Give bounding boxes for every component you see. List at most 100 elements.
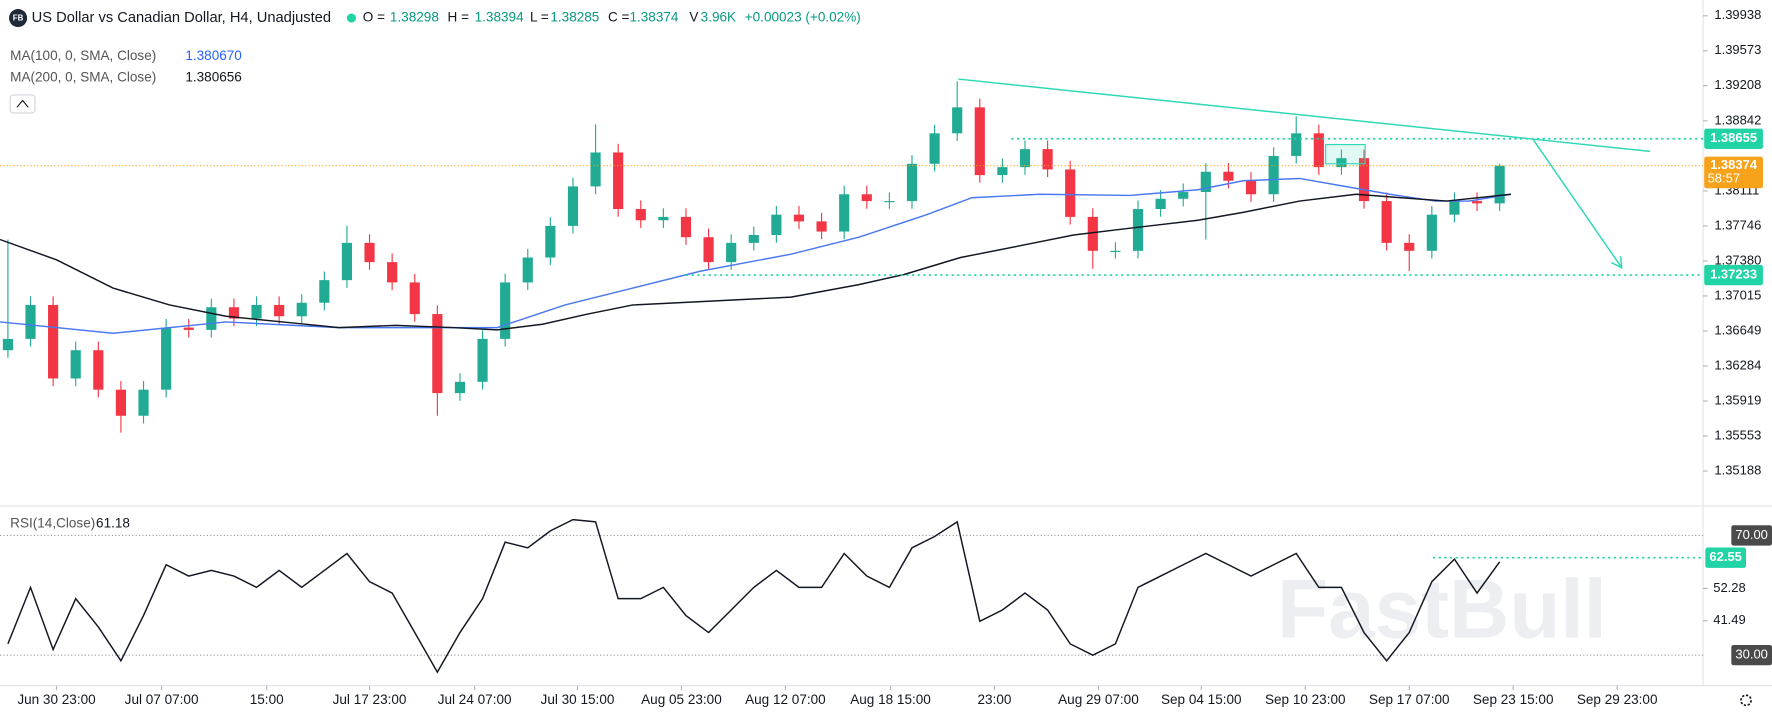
candle-body [1449, 201, 1460, 215]
level-badge [1704, 128, 1763, 149]
level-label: 1.37233 [1710, 267, 1757, 282]
collapse-button[interactable] [9, 94, 36, 114]
candle-body [364, 242, 375, 263]
rsi-level-badge [1731, 525, 1772, 546]
candle-body [590, 152, 601, 187]
candle-body [1042, 149, 1053, 170]
candle-body [545, 225, 556, 258]
candle-body [680, 216, 692, 238]
settings-icon[interactable] [1740, 694, 1752, 707]
candle-body [228, 307, 240, 319]
y-tick-label: 1.39208 [1714, 77, 1761, 92]
candle-body [635, 209, 646, 221]
x-tick-label: Sep 17 07:00 [1369, 692, 1450, 707]
candle-body [771, 214, 782, 235]
level-badge [1704, 264, 1763, 286]
y-tick-label: 1.36649 [1714, 322, 1761, 337]
ohlc-value: 1.38394 [475, 10, 524, 25]
trend-line [958, 78, 1651, 153]
rsi-level-label: 30.00 [1735, 647, 1768, 662]
candle-body [861, 194, 872, 202]
candle-body [567, 186, 579, 226]
candle-body [1087, 216, 1098, 251]
candle-body [703, 237, 714, 263]
volume-value: 3.96K [701, 10, 736, 25]
candle-body [1200, 171, 1211, 193]
rsi-level-badge [1731, 644, 1772, 666]
candle-body [1426, 214, 1437, 251]
candle-body [1110, 250, 1121, 252]
candle-body [477, 338, 488, 382]
arrow-head [1610, 256, 1623, 269]
candle-body [839, 194, 850, 232]
x-tick-label: Sep 29 23:00 [1577, 692, 1658, 707]
candle-body [409, 282, 420, 315]
candle-body [658, 216, 669, 221]
candle-body [274, 304, 285, 317]
x-tick-label: Sep 04 15:00 [1161, 692, 1242, 707]
rsi-level-label: 70.00 [1735, 527, 1768, 542]
rsi-marker-badge [1705, 547, 1747, 568]
candle-body [2, 338, 13, 351]
ohlc-value: 1.38374 [629, 10, 678, 25]
plot-layer: 1.35188 1.35553 1.35919 1.36284 1.36649 1.370… [0, 7, 1761, 707]
candle-body [1155, 198, 1166, 210]
candle-body [1268, 155, 1279, 195]
rsi-value: 61.18 [96, 516, 130, 531]
level-label: 1.38655 [1710, 130, 1757, 145]
candle-body [522, 257, 533, 283]
candle-body [1358, 158, 1370, 202]
x-tick-label: Aug 29 07:00 [1058, 692, 1139, 707]
y-tick-label: 52.28 [1713, 580, 1746, 595]
arrow [1532, 139, 1623, 269]
candle-body [613, 152, 624, 210]
y-tick-label: 1.35919 [1714, 392, 1761, 407]
candle-body [115, 389, 127, 416]
candle-body [319, 280, 330, 303]
candle-body [952, 107, 963, 134]
candle-body [793, 214, 805, 222]
candle-body [906, 163, 918, 202]
y-tick-label: 1.39573 [1714, 42, 1761, 57]
ohlc-value: 1.38298 [390, 10, 439, 25]
x-tick-label: Sep 23 15:00 [1473, 692, 1554, 707]
candle-body [454, 381, 466, 394]
candle-body [500, 282, 511, 339]
candle-body [1291, 133, 1302, 156]
candle-body [884, 201, 895, 203]
ohlc-value: 1.38285 [550, 10, 599, 25]
y-tick-label: 1.37015 [1714, 287, 1761, 302]
x-tick-label: Jun 30 23:00 [17, 692, 95, 707]
candle-body [1404, 242, 1415, 251]
x-tick-label: Sep 10 23:00 [1265, 692, 1346, 707]
volume-label: V [689, 10, 698, 25]
candle-body [387, 262, 398, 283]
candle-body [183, 327, 194, 330]
candle-body [1132, 209, 1144, 251]
candle-body [1471, 201, 1483, 204]
title: US Dollar vs Canadian Dollar, H4, Unadju… [32, 10, 331, 26]
candle-body [296, 302, 307, 317]
y-tick-label: 1.37380 [1714, 252, 1761, 267]
y-tick-label: 1.35553 [1714, 428, 1761, 443]
candle-body [1019, 149, 1031, 168]
y-tick-label: 1.36284 [1714, 357, 1761, 372]
x-tick-label: 15:00 [250, 692, 284, 707]
y-tick-label: 1.37746 [1714, 217, 1761, 232]
candle-body [93, 350, 104, 390]
candle-body [1494, 165, 1505, 204]
candle-body [251, 304, 262, 319]
x-tick-label: Aug 18 15:00 [850, 692, 931, 707]
logo-text: FB [13, 14, 24, 23]
watermark: FastBull [1277, 562, 1607, 656]
change: +0.00023 (+0.02%) [745, 10, 861, 25]
countdown: 58:57 [1708, 171, 1741, 186]
x-tick-label: 23:00 [978, 692, 1012, 707]
ma-legend: MA(200, 0, SMA, Close) [10, 70, 156, 85]
rsi-legend: RSI(14,Close) [10, 516, 95, 531]
candle-body [929, 133, 940, 164]
candle-body [997, 167, 1008, 176]
x-tick-label: Aug 12 07:00 [745, 692, 826, 707]
x-tick-label: Jul 24 07:00 [438, 692, 512, 707]
